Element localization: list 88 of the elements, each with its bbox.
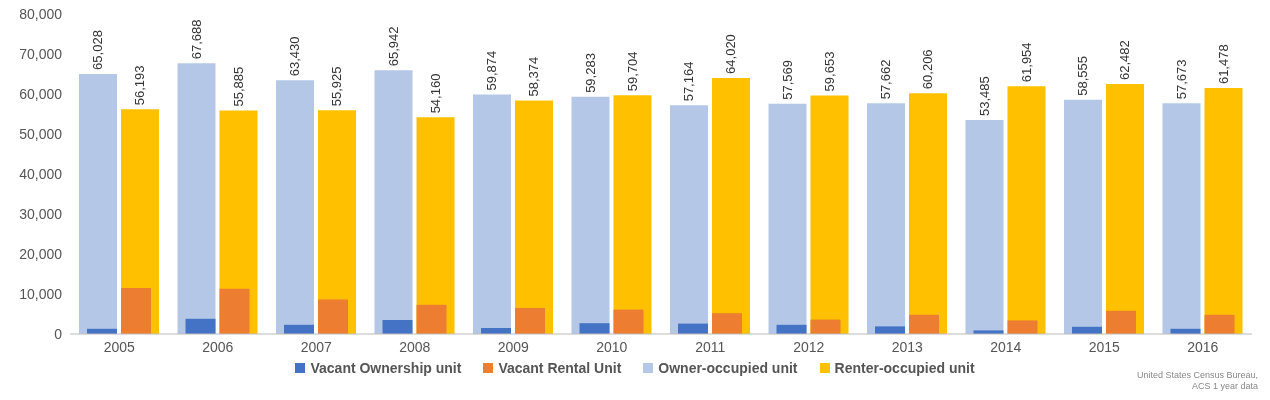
y-tick-label: 50,000 xyxy=(19,125,63,142)
y-tick-label: 10,000 xyxy=(19,285,63,302)
bar xyxy=(1106,84,1144,334)
x-tick-label: 2009 xyxy=(497,338,530,355)
y-tick-label: 20,000 xyxy=(19,245,63,262)
bar xyxy=(185,318,216,334)
data-label: 55,925 xyxy=(329,66,345,107)
legend-label: Vacant Rental Unit xyxy=(497,360,622,376)
y-tick-label: 60,000 xyxy=(19,85,63,102)
data-label: 59,874 xyxy=(484,50,500,91)
x-tick-label: 2016 xyxy=(1187,338,1219,355)
x-tick-label: 2011 xyxy=(695,338,726,355)
bar xyxy=(670,105,708,334)
bar xyxy=(909,93,947,334)
data-label: 65,942 xyxy=(386,26,401,67)
data-label: 67,688 xyxy=(189,19,204,60)
data-label: 64,020 xyxy=(723,34,739,74)
bar xyxy=(1204,314,1235,334)
bar xyxy=(416,117,455,334)
data-label: 58,374 xyxy=(526,56,542,97)
bar xyxy=(382,320,413,334)
bar xyxy=(712,313,742,334)
legend-label: Renter-occupied unit xyxy=(833,360,975,376)
bar xyxy=(875,326,905,334)
y-tick-label: 40,000 xyxy=(19,165,63,182)
bar xyxy=(1106,310,1136,334)
bar xyxy=(374,70,413,334)
data-label: 54,160 xyxy=(428,73,443,114)
bar xyxy=(810,319,841,334)
bar xyxy=(79,73,117,334)
bar xyxy=(867,103,905,334)
bar xyxy=(515,100,553,334)
x-tick-label: 2005 xyxy=(103,338,136,355)
x-tick-label: 2015 xyxy=(1088,338,1121,355)
x-tick-label: 2008 xyxy=(399,338,431,355)
y-tick-label: 70,000 xyxy=(19,45,63,62)
data-label: 60,206 xyxy=(920,49,936,90)
data-label: 59,653 xyxy=(822,51,837,92)
y-tick-label: 30,000 xyxy=(19,205,63,222)
bar xyxy=(515,308,545,334)
data-label: 59,704 xyxy=(625,51,640,92)
bar xyxy=(768,103,807,334)
data-label: 57,673 xyxy=(1174,59,1189,100)
data-label: 61,954 xyxy=(1019,42,1034,83)
x-tick-label: 2006 xyxy=(202,338,234,355)
bar xyxy=(909,314,939,334)
bar xyxy=(177,63,216,334)
bar xyxy=(613,309,644,334)
data-label: 56,193 xyxy=(132,65,148,106)
data-label: 65,028 xyxy=(90,30,106,70)
x-tick-label: 2012 xyxy=(793,338,825,355)
text: ACS 1 year data xyxy=(1190,381,1258,392)
bar xyxy=(579,323,610,334)
bar xyxy=(219,288,250,334)
legend-label: Vacant Ownership unit xyxy=(309,360,462,376)
bar xyxy=(1204,88,1243,334)
bar xyxy=(318,299,348,334)
data-label: 57,164 xyxy=(681,61,697,102)
y-tick-label: 0 xyxy=(54,325,63,342)
bar xyxy=(1162,103,1201,334)
data-label: 53,485 xyxy=(977,76,992,117)
data-label: 57,569 xyxy=(780,59,795,100)
y-tick-label: 80,000 xyxy=(19,5,63,22)
data-label: 63,430 xyxy=(287,36,303,77)
bar xyxy=(416,304,447,334)
bar xyxy=(965,120,1004,334)
bar xyxy=(712,77,750,334)
bar xyxy=(276,80,314,334)
data-label: 55,885 xyxy=(231,66,246,107)
bar xyxy=(613,95,652,334)
bar xyxy=(1007,320,1038,334)
data-label: 59,283 xyxy=(583,53,598,93)
bar xyxy=(1064,99,1102,334)
x-tick-label: 2010 xyxy=(596,338,628,355)
x-tick-label: 2014 xyxy=(990,338,1022,355)
bar xyxy=(1007,86,1046,334)
x-tick-label: 2013 xyxy=(891,338,924,355)
data-label: 58,555 xyxy=(1075,56,1091,96)
data-label: 61,478 xyxy=(1216,44,1231,85)
x-tick-label: 2007 xyxy=(300,338,333,355)
data-label: 57,662 xyxy=(878,59,894,100)
legend-label: Owner-occupied unit xyxy=(657,360,798,376)
data-label: 62,482 xyxy=(1117,40,1133,81)
bar xyxy=(810,95,849,334)
bar xyxy=(121,288,151,334)
text: United States Census Bureau, xyxy=(1136,370,1258,381)
bar xyxy=(571,96,610,334)
bar xyxy=(473,94,511,334)
